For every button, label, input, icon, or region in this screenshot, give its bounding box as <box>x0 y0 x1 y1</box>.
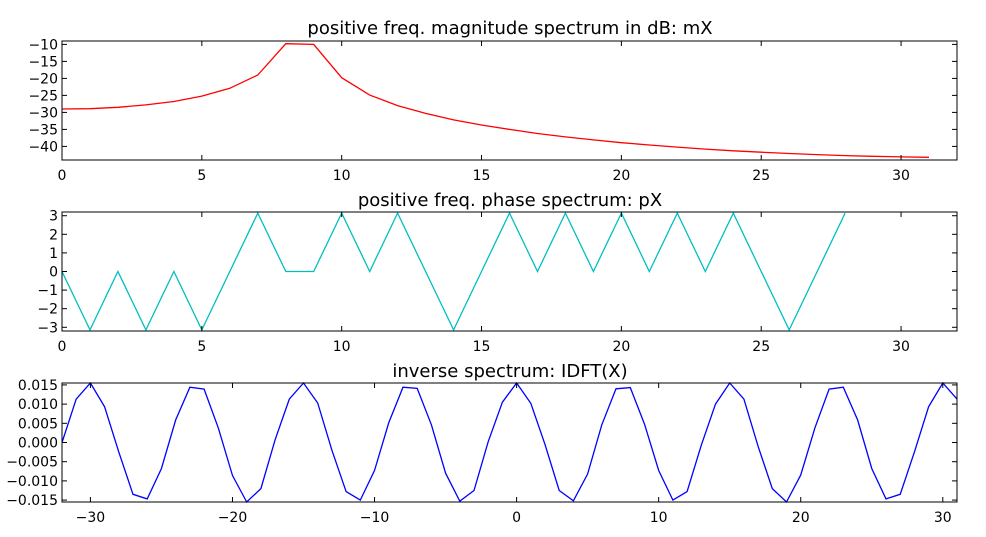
subplot-phase-spectrum: positive freq. phase spectrum: pX 0 5 10 15… <box>37 190 958 355</box>
magnitude-y-tick-label: −35 <box>28 122 58 138</box>
magnitude-x-tick-label: 0 <box>58 168 67 184</box>
magnitude-x-tick-label: 25 <box>752 168 770 184</box>
inverse-y-tick-label: 0.005 <box>18 416 58 432</box>
inverse-series-line <box>61 381 958 504</box>
inverse-chart-marks: −30 −20 −10 0 10 20 30 0.015 0.010 0.005 0.000 −0.0… <box>6 378 958 526</box>
magnitude-y-tick-label: −15 <box>28 54 58 70</box>
inverse-y-tick-label: −0.010 <box>6 474 58 490</box>
phase-x-tick-label: 0 <box>58 339 67 355</box>
magnitude-x-tick-label: 30 <box>892 168 910 184</box>
magnitude-y-tick-label: −20 <box>28 71 58 87</box>
phase-x-tick-label: 5 <box>197 339 206 355</box>
phase-x-tick-label: 30 <box>892 339 910 355</box>
magnitude-chart-title: positive freq. magnitude spectrum in dB:… <box>307 18 712 39</box>
inverse-x-tick-label: −20 <box>218 510 248 526</box>
inverse-x-tick-label: −10 <box>360 510 390 526</box>
phase-y-tick-label: 1 <box>49 246 58 262</box>
inverse-x-tick-label: −30 <box>76 510 106 526</box>
magnitude-y-tick-label: −10 <box>28 37 58 53</box>
inverse-y-tick-label: −0.015 <box>6 493 58 509</box>
phase-plot-frame <box>61 211 958 332</box>
magnitude-x-tick-label: 20 <box>612 168 630 184</box>
phase-chart-title: positive freq. phase spectrum: pX <box>358 190 662 211</box>
inverse-y-tick-label: −0.005 <box>6 455 58 471</box>
inverse-chart-title: inverse spectrum: IDFT(X) <box>392 361 627 382</box>
phase-x-tick-label: 10 <box>333 339 351 355</box>
phase-y-tick-label: 2 <box>49 227 58 243</box>
phase-y-tick-label: −1 <box>37 283 58 299</box>
inverse-x-tick-label: 10 <box>650 510 668 526</box>
magnitude-y-tick-label: −25 <box>28 88 58 104</box>
magnitude-plot-frame <box>61 40 958 161</box>
subplot-magnitude-spectrum: positive freq. magnitude spectrum in dB:… <box>28 18 958 184</box>
magnitude-x-tick-label: 15 <box>473 168 491 184</box>
inverse-y-tick-label: 0.000 <box>18 436 58 452</box>
magnitude-y-tick-label: −40 <box>28 139 58 155</box>
phase-series-line <box>61 211 846 332</box>
inverse-x-tick-label: 20 <box>792 510 810 526</box>
magnitude-series-line <box>61 43 930 158</box>
inverse-y-tick-label: 0.015 <box>18 378 58 394</box>
magnitude-chart-marks: 0 5 10 15 20 25 30 −10−15−20−25−30−35−40 <box>28 37 957 184</box>
phase-y-tick-label: −2 <box>37 302 58 318</box>
phase-y-tick-label: 3 <box>49 209 58 225</box>
magnitude-x-tick-label: 5 <box>197 168 206 184</box>
inverse-plot-frame <box>61 382 958 503</box>
magnitude-y-tick-label: −30 <box>28 105 58 121</box>
phase-y-tick-label: −3 <box>37 320 58 336</box>
inverse-x-tick-label: 30 <box>934 510 952 526</box>
subplot-inverse-spectrum: inverse spectrum: IDFT(X) −30 −20 −10 0 10 20… <box>6 361 958 526</box>
phase-x-tick-label: 20 <box>612 339 630 355</box>
inverse-y-tick-label: 0.010 <box>18 397 58 413</box>
phase-x-tick-label: 15 <box>473 339 491 355</box>
phase-y-tick-label: 0 <box>49 265 58 281</box>
phase-x-tick-label: 25 <box>752 339 770 355</box>
magnitude-x-tick-label: 10 <box>333 168 351 184</box>
inverse-x-tick-label: 0 <box>512 510 521 526</box>
